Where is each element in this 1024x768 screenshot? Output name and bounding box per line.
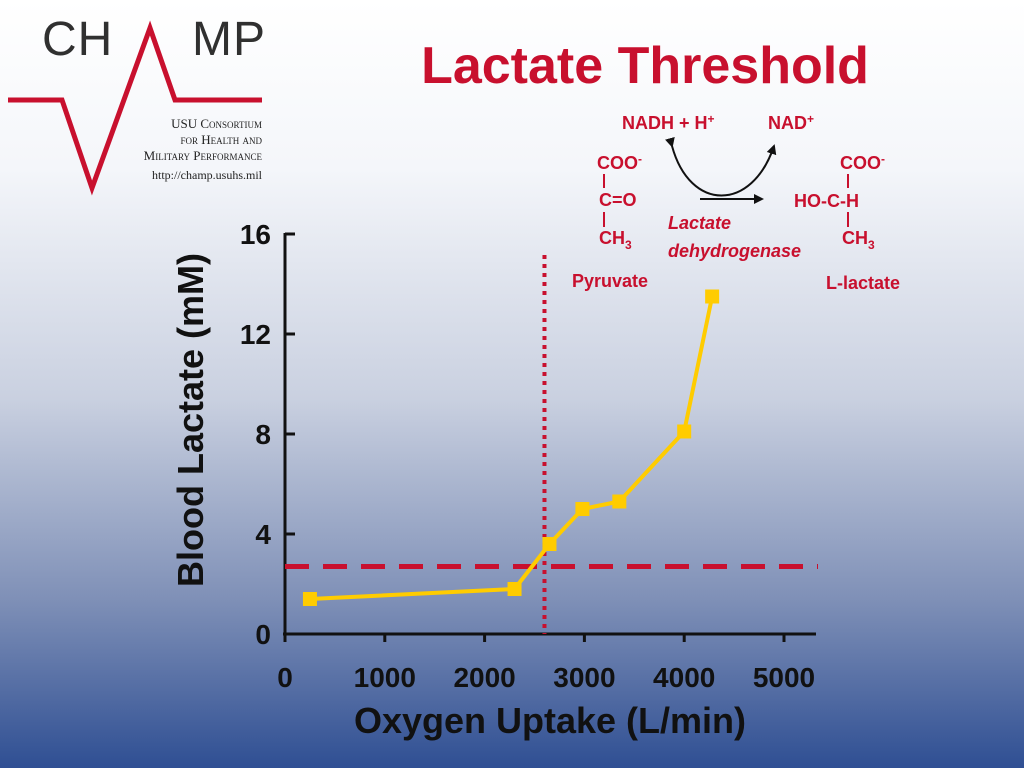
y-ticks: 0 4 8 12 16	[240, 219, 295, 650]
series-line	[309, 296, 715, 601]
data-point	[302, 592, 317, 606]
pyruvate-coo: COO-	[597, 152, 642, 173]
data-point	[612, 494, 627, 509]
series-group	[302, 289, 720, 606]
enzyme-label-line2: dehydrogenase	[668, 241, 801, 261]
y-tick-label: 12	[240, 319, 271, 350]
logo-line-3: Military Performance	[143, 148, 262, 163]
cofactor-in: NADH + H+	[622, 112, 715, 133]
y-tick-label: 16	[240, 219, 271, 250]
x-axis-title: Oxygen Uptake (L/min)	[354, 700, 746, 741]
enzyme-label-line1: Lactate	[668, 213, 731, 233]
lactate-label: L-lactate	[826, 273, 900, 293]
lactate-coo: COO-	[840, 152, 885, 173]
lactate-ch3: CH3	[842, 228, 875, 252]
reaction-diagram: NADH + H+ NAD+ COO- C=O CH3 Pyruvate COO…	[572, 112, 900, 293]
slide-title: Lactate Threshold	[421, 37, 869, 95]
pyruvate-ch3: CH3	[599, 228, 632, 252]
y-axis-title: Blood Lactate (mM)	[170, 253, 211, 587]
data-point	[542, 537, 557, 551]
y-tick-label: 0	[255, 619, 271, 650]
y-tick-label: 8	[255, 419, 271, 450]
x-ticks: 0 1000 2000 3000 4000 5000	[277, 634, 815, 693]
chart-axes	[283, 233, 816, 636]
pyruvate-label: Pyruvate	[572, 271, 648, 291]
x-tick-label: 5000	[753, 662, 815, 693]
threshold-lines	[285, 255, 818, 634]
logo-line-1: USU Consortium	[171, 116, 262, 131]
x-tick-label: 3000	[553, 662, 615, 693]
champ-logo: CH MP USU Consortium for Health and Mili…	[0, 0, 290, 200]
data-point	[677, 424, 692, 439]
cofactor-out: NAD+	[768, 112, 814, 133]
lactate-hoch: HO-C-H	[794, 191, 859, 211]
logo-wordmark-left: CH	[42, 13, 114, 66]
x-tick-label: 0	[277, 662, 293, 693]
logo-pulse-line	[8, 20, 262, 196]
pyruvate-co: C=O	[599, 190, 637, 210]
data-point	[575, 502, 590, 516]
data-point	[507, 582, 522, 596]
logo-wordmark-right: MP	[192, 13, 266, 66]
logo-line-2: for Health and	[180, 132, 262, 147]
logo-url: http://champ.usuhs.mil	[152, 168, 262, 182]
x-tick-label: 2000	[453, 662, 515, 693]
cofactor-arrow	[665, 136, 777, 197]
x-tick-label: 1000	[354, 662, 416, 693]
y-tick-label: 4	[255, 519, 271, 550]
data-point	[705, 289, 720, 304]
x-tick-label: 4000	[653, 662, 715, 693]
logo-graphic	[8, 20, 262, 196]
